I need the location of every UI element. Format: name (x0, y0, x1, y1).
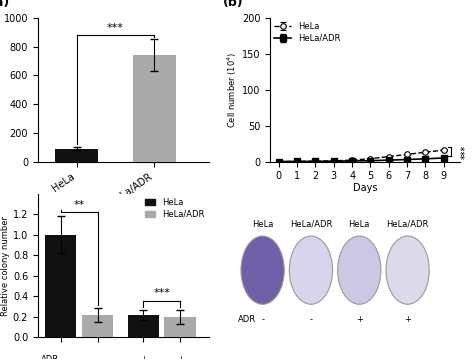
Legend: HeLa, HeLa/ADR: HeLa, HeLa/ADR (274, 22, 340, 43)
Text: -: - (59, 355, 62, 359)
Text: ***: *** (107, 23, 124, 33)
Bar (128, 315, 159, 337)
Y-axis label: Relative colony number: Relative colony number (1, 216, 10, 316)
Bar (133, 55, 175, 162)
Text: ADR: ADR (41, 355, 59, 359)
Text: +: + (177, 355, 183, 359)
Y-axis label: IC$_{50}$(ng/ml): IC$_{50}$(ng/ml) (0, 62, 1, 117)
Text: -: - (96, 355, 99, 359)
Circle shape (386, 236, 429, 304)
Text: (c): (c) (0, 172, 2, 185)
Text: -: - (261, 315, 264, 324)
Y-axis label: Cell number (10$^4$): Cell number (10$^4$) (226, 52, 239, 128)
X-axis label: Days: Days (353, 183, 377, 193)
Text: HeLa: HeLa (252, 220, 273, 229)
Bar (164, 317, 196, 337)
Text: +: + (140, 355, 146, 359)
Text: HeLa/ADR: HeLa/ADR (290, 220, 332, 229)
Text: +: + (356, 315, 363, 324)
Text: (b): (b) (223, 0, 244, 9)
Bar (55, 149, 98, 162)
Text: ***: *** (460, 144, 470, 159)
Legend: HeLa, HeLa/ADR: HeLa, HeLa/ADR (146, 198, 204, 219)
Bar (45, 235, 76, 337)
Text: +: + (404, 315, 411, 324)
Circle shape (337, 236, 381, 304)
Text: (a): (a) (0, 0, 10, 9)
Text: HeLa/ADR: HeLa/ADR (386, 220, 429, 229)
Circle shape (241, 236, 284, 304)
Text: -: - (310, 315, 312, 324)
Circle shape (289, 236, 333, 304)
Text: ADR: ADR (238, 315, 256, 324)
Text: **: ** (73, 200, 85, 210)
Text: HeLa: HeLa (348, 220, 370, 229)
Text: ***: *** (153, 289, 170, 298)
Bar (82, 315, 113, 337)
